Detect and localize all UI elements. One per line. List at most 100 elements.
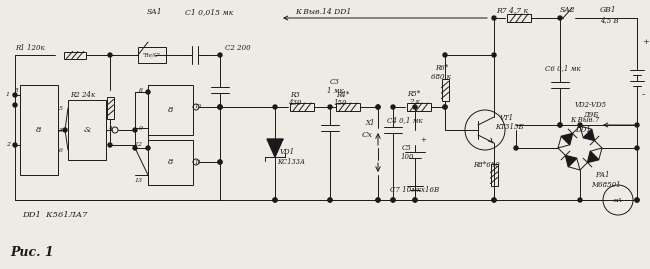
Circle shape [218,53,222,57]
Bar [336,103,360,111]
Bar [148,140,193,185]
Text: R6*: R6* [435,64,448,72]
Circle shape [391,198,395,202]
Text: 6: 6 [59,147,63,153]
Text: SA1: SA1 [147,8,162,16]
Bar [441,79,448,101]
Text: 13: 13 [135,178,143,182]
Text: 2: 2 [6,143,10,147]
Circle shape [63,128,67,132]
Circle shape [391,105,395,109]
Text: Рис. 1: Рис. 1 [10,246,53,259]
Circle shape [376,105,380,109]
Text: Cx: Cx [362,131,373,139]
Text: КТ315Б: КТ315Б [495,123,524,131]
Text: 11: 11 [195,160,202,165]
Circle shape [13,93,17,97]
Bar [407,103,431,111]
Text: 680 к: 680 к [431,73,451,81]
Text: C7 10мкх16В: C7 10мкх16В [390,186,439,194]
Circle shape [635,123,639,127]
Circle shape [558,16,562,20]
Text: 8: 8 [36,126,42,134]
Bar [107,97,114,119]
Circle shape [108,53,112,57]
Text: VT1: VT1 [500,114,514,122]
Text: "Re/C": "Re/C" [143,52,161,58]
Text: GB1: GB1 [600,6,617,14]
Text: +: + [420,136,426,144]
Text: РА1: РА1 [595,171,610,179]
Text: 2 к: 2 к [409,98,420,106]
Circle shape [635,198,639,202]
Circle shape [218,105,222,109]
Circle shape [133,146,137,150]
Text: VD2-VD5: VD2-VD5 [575,101,607,109]
Bar [148,85,193,135]
Circle shape [635,198,639,202]
Polygon shape [588,151,599,162]
Text: R4*: R4* [336,91,349,99]
Circle shape [558,123,562,127]
Text: R1 120к: R1 120к [15,44,45,52]
Bar [64,51,86,58]
Circle shape [443,105,447,109]
Text: 8: 8 [139,87,143,93]
Circle shape [376,105,380,109]
Text: C6 0,1 мк: C6 0,1 мк [545,64,580,72]
Circle shape [558,123,562,127]
Circle shape [443,53,447,57]
Circle shape [492,198,496,202]
Text: 150: 150 [334,99,348,107]
Circle shape [146,146,150,150]
Text: 100: 100 [401,153,415,161]
Circle shape [578,123,582,127]
Text: R2 24к: R2 24к [70,91,95,99]
Circle shape [273,105,277,109]
Text: Д9Б: Д9Б [583,111,599,119]
Text: 1: 1 [6,93,10,97]
Text: 5: 5 [59,105,63,111]
Circle shape [108,143,112,147]
Circle shape [328,198,332,202]
Text: 1 мк: 1 мк [327,87,344,95]
Text: R5*: R5* [407,90,421,98]
Text: C1 0,015 мк: C1 0,015 мк [185,8,233,16]
Text: мА: мА [613,197,623,203]
Polygon shape [583,129,595,140]
Bar [138,47,166,63]
Circle shape [376,198,380,202]
Text: 430: 430 [288,99,302,107]
Text: -: - [642,90,645,100]
Bar [290,103,314,111]
Circle shape [514,146,518,150]
Bar [491,164,497,186]
Text: 8: 8 [168,106,173,114]
Circle shape [218,160,222,164]
Text: К Выв.14 DD1: К Выв.14 DD1 [295,8,351,16]
Text: 4,5 В: 4,5 В [600,16,619,24]
Text: X1: X1 [365,119,374,127]
Bar [507,14,531,22]
Circle shape [413,198,417,202]
Circle shape [133,128,137,132]
Text: 12: 12 [135,143,143,147]
Text: КС133А: КС133А [277,158,305,166]
Text: SA2: SA2 [560,6,576,14]
Text: C3: C3 [330,78,340,86]
Circle shape [492,53,496,57]
Text: R7 4,7 к: R7 4,7 к [496,6,528,14]
Bar [20,85,58,175]
Text: 3: 3 [58,128,62,133]
Text: R8*680: R8*680 [473,161,500,169]
Text: &: & [83,126,91,134]
Text: C4 0,1 мк: C4 0,1 мк [387,116,422,124]
Circle shape [413,105,417,109]
Text: +: + [642,38,649,46]
Circle shape [376,198,380,202]
Polygon shape [561,133,573,145]
Circle shape [328,105,332,109]
Circle shape [492,198,496,202]
Text: 10: 10 [195,104,202,109]
Text: C5: C5 [402,144,412,152]
